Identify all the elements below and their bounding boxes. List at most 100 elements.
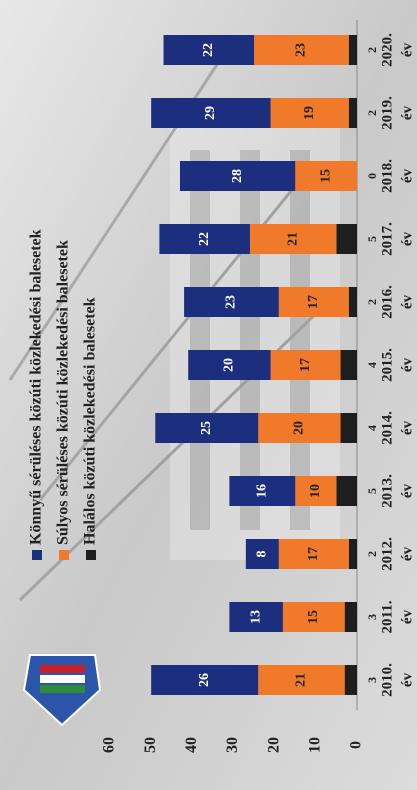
bar-segment: [340, 413, 357, 443]
legend-marker: [59, 550, 69, 560]
data-label: 13: [248, 610, 263, 624]
data-label: 21: [285, 232, 300, 246]
data-label: 25: [199, 421, 214, 435]
bar-segment: [270, 98, 349, 128]
x-tick-suffix: év: [399, 420, 415, 435]
data-label: 5: [365, 488, 379, 494]
bar-segment: [348, 539, 357, 569]
x-tick-suffix: év: [399, 294, 415, 309]
data-label: 4: [365, 362, 379, 368]
data-label: 22: [197, 232, 212, 246]
bar-segment: [163, 35, 255, 65]
data-label: 17: [306, 295, 321, 309]
data-label: 3: [365, 677, 379, 683]
data-label: 29: [203, 106, 218, 120]
data-label: 15: [306, 610, 321, 624]
data-label: 28: [230, 169, 245, 183]
bar-segment: [295, 161, 357, 191]
bar-segment: [188, 350, 271, 380]
data-label: 2: [365, 299, 379, 305]
bar-segment: [258, 665, 345, 695]
x-tick-label: 2010.: [379, 663, 395, 697]
y-tick-label: 50: [142, 737, 159, 753]
data-label: 2: [365, 110, 379, 116]
bar-segment: [179, 161, 296, 191]
x-tick-label: 2020.: [379, 33, 395, 67]
data-label: 21: [294, 673, 309, 687]
bar-segment: [344, 602, 357, 632]
bar-segment: [348, 98, 357, 128]
bar-segment: [278, 539, 349, 569]
y-tick-label: 30: [224, 737, 241, 753]
data-label: 10: [308, 484, 323, 498]
x-tick-suffix: év: [399, 42, 415, 57]
data-label: 26: [197, 673, 212, 687]
bar-segment: [229, 602, 283, 632]
y-tick-label: 0: [348, 741, 365, 749]
data-label: 17: [298, 358, 313, 372]
data-label: 16: [255, 484, 270, 498]
bar-segment: [159, 224, 250, 254]
bar-segment: [258, 413, 341, 443]
x-tick-label: 2018.: [379, 159, 395, 193]
data-label: 0: [365, 173, 379, 179]
legend-label: Súlyos sérüléses közúti közlekedési bale…: [55, 240, 72, 545]
x-tick-label: 2017.: [379, 222, 395, 256]
x-tick-label: 2012.: [379, 537, 395, 571]
data-label: 2: [365, 551, 379, 557]
data-label: 17: [306, 547, 321, 561]
x-tick-label: 2014.: [379, 411, 395, 445]
x-tick-suffix: év: [399, 609, 415, 624]
bar-segment: [254, 35, 349, 65]
data-label: 19: [302, 106, 317, 120]
bar-segment: [348, 287, 357, 317]
x-tick-label: 2013.: [379, 474, 395, 508]
x-tick-suffix: év: [399, 105, 415, 120]
legend-label: Halálos közúti közlekedési balesetek: [82, 297, 99, 545]
bar-segment: [336, 476, 357, 506]
data-label: 20: [222, 358, 237, 372]
x-tick-label: 2016.: [379, 285, 395, 319]
police-logo: [22, 654, 102, 727]
bar-segment: [155, 413, 259, 443]
data-label: 15: [318, 169, 333, 183]
data-label: 8: [255, 551, 270, 558]
data-label: 4: [365, 425, 379, 431]
bar-segment: [184, 287, 279, 317]
legend-label: Könnyű sérüléses közúti közlekedési bale…: [28, 229, 45, 545]
x-tick-suffix: év: [399, 357, 415, 372]
bar-segment: [151, 98, 271, 128]
data-label: 22: [201, 43, 216, 57]
bar-segment: [270, 350, 341, 380]
x-tick-suffix: év: [399, 168, 415, 183]
data-label: 23: [294, 43, 309, 57]
bar-segment: [249, 224, 337, 254]
data-label: 5: [365, 236, 379, 242]
y-tick-label: 60: [101, 737, 118, 753]
x-tick-label: 2011.: [379, 600, 395, 633]
bar-segment: [344, 665, 357, 695]
x-tick-suffix: év: [399, 546, 415, 561]
bar-segment: [278, 287, 349, 317]
legend-marker: [86, 550, 96, 560]
bar-segment: [151, 665, 259, 695]
x-tick-suffix: év: [399, 672, 415, 687]
data-label: 2: [365, 47, 379, 53]
bar-segment: [245, 539, 279, 569]
legend-marker: [32, 550, 42, 560]
bar-segment: [282, 602, 345, 632]
x-tick-suffix: év: [399, 231, 415, 246]
data-label: 3: [365, 614, 379, 620]
bar-segment: [348, 35, 357, 65]
bar-segment: [229, 476, 296, 506]
bar-segment: [340, 350, 357, 380]
data-label: 23: [224, 295, 239, 309]
y-tick-label: 10: [307, 737, 324, 753]
data-label: 20: [292, 421, 307, 435]
y-tick-label: 40: [183, 737, 200, 753]
x-tick-suffix: év: [399, 483, 415, 498]
x-tick-label: 2019.: [379, 96, 395, 130]
